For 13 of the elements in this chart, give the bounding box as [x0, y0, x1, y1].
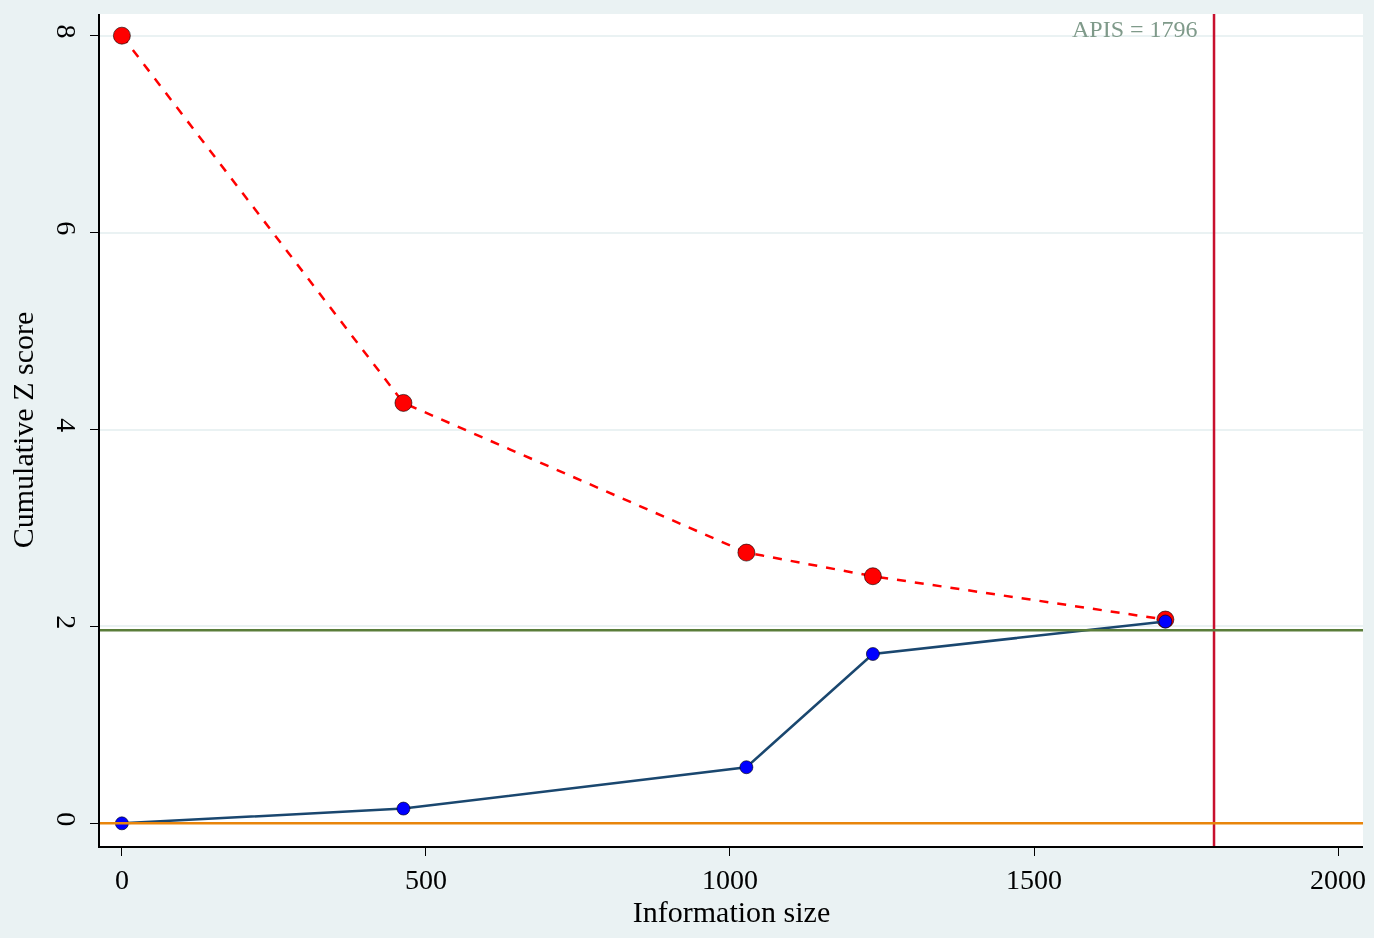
y-tick-label: 4: [50, 418, 82, 433]
y-tick-label: 0: [50, 812, 82, 827]
x-tick-label: 1000: [701, 864, 758, 896]
y-tick-label: 6: [50, 221, 82, 236]
ref-line-label: APIS = 1796: [1072, 16, 1198, 42]
x-axis-title: Information size: [632, 895, 831, 929]
x-tick-label: 0: [114, 864, 129, 896]
y-axis-title: Cumulative Z score: [6, 311, 40, 549]
x-tick-label: 2000: [1310, 864, 1367, 896]
x-tick-label: 500: [404, 864, 447, 896]
y-tick-label: 2: [50, 615, 82, 630]
x-tick-label: 1500: [1006, 864, 1063, 896]
y-tick-label: 8: [50, 24, 82, 39]
